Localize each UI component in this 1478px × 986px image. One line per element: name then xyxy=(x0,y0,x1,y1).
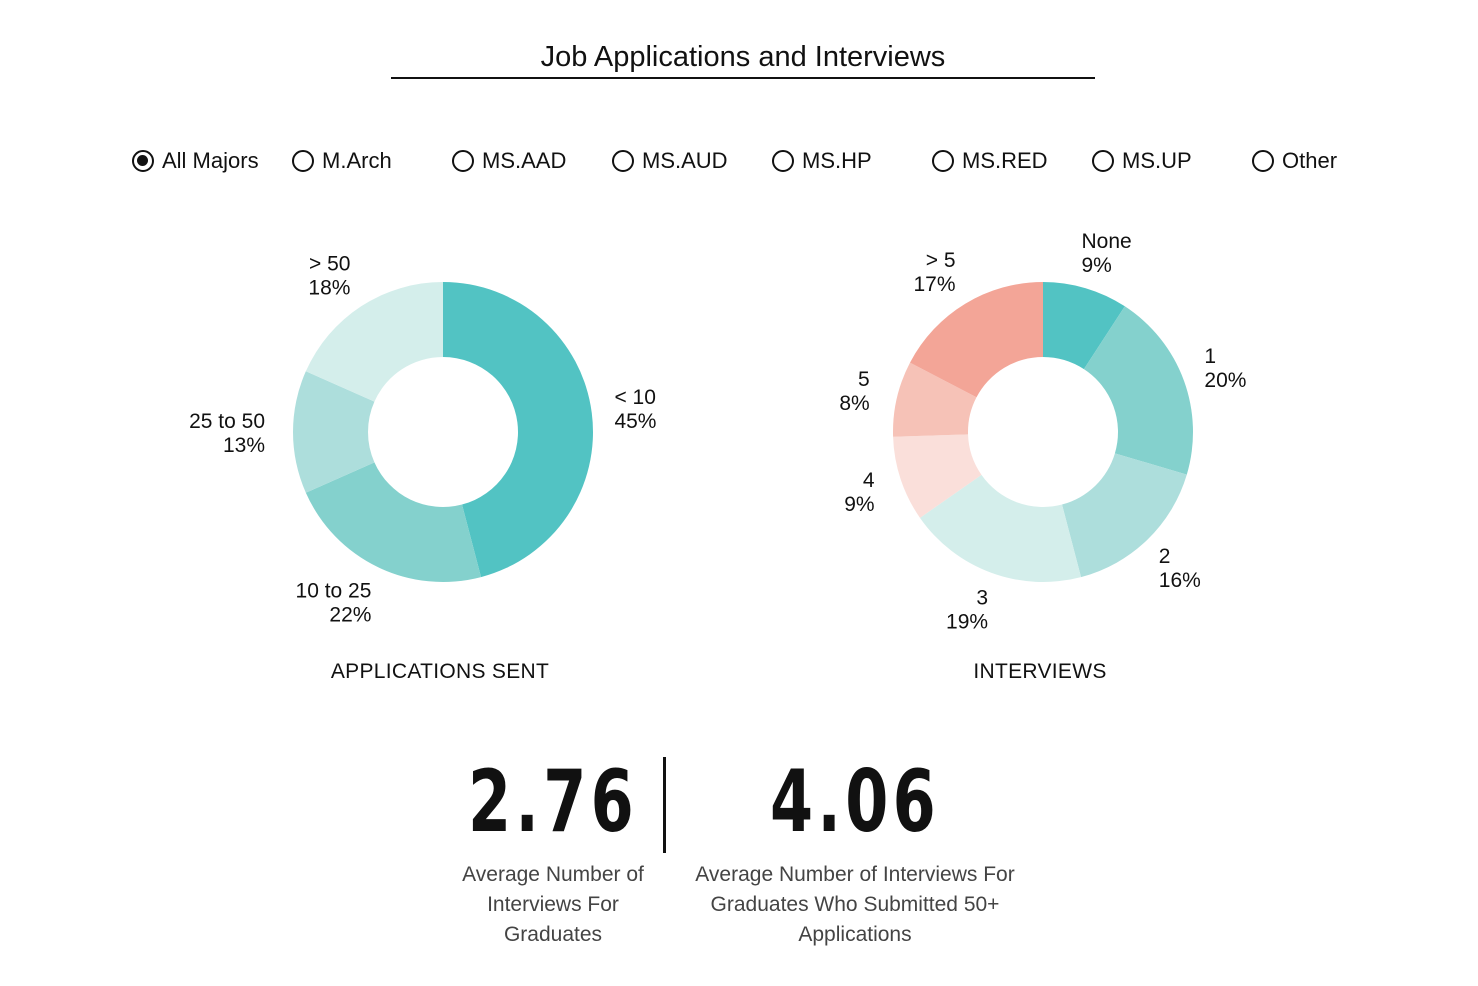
avg-interviews-description: Average Number of Interviews For Graduat… xyxy=(433,860,673,950)
slice-category-label: 25 to 50 xyxy=(189,410,265,433)
description-line: Graduates Who Submitted 50+ xyxy=(710,893,1000,916)
donut-slice-10-to-25 xyxy=(305,462,482,582)
slice-category-label: > 5 xyxy=(926,249,956,272)
filter-label: MS.AUD xyxy=(642,148,728,173)
donut-slice-3 xyxy=(919,474,1082,583)
donut-slice-25-to-50 xyxy=(293,371,375,493)
description-line: Graduates xyxy=(503,923,603,946)
slice-percent-label: 9% xyxy=(844,493,874,516)
page-title: Job Applications and Interviews xyxy=(540,41,946,73)
slice-percent-label: 16% xyxy=(1159,569,1201,592)
donut-slice-2 xyxy=(1062,453,1187,578)
slice-percent-label: 13% xyxy=(223,434,265,457)
avg-interviews-50plus-description: Average Number of Interviews For Graduat… xyxy=(665,860,1045,950)
slice-category-label: < 10 xyxy=(614,386,655,409)
donut-slice-none xyxy=(1043,282,1125,370)
slice-label-10: < 10 45% xyxy=(614,386,656,433)
radio-unselected-icon xyxy=(612,150,634,172)
slice-percent-label: 9% xyxy=(1081,254,1111,277)
title-underline xyxy=(391,77,1095,79)
filter-radio-other[interactable]: Other xyxy=(1252,146,1337,176)
slice-category-label: 5 xyxy=(858,368,870,391)
slice-percent-label: 18% xyxy=(308,276,350,299)
filter-radio-march[interactable]: M.Arch xyxy=(292,146,392,176)
slice-label-3: 3 19% xyxy=(946,586,988,633)
slice-label-2: 2 16% xyxy=(1159,545,1201,592)
slice-percent-label: 22% xyxy=(329,603,371,626)
slice-percent-label: 17% xyxy=(914,273,956,296)
filter-radio-msaad[interactable]: MS.AAD xyxy=(452,146,566,176)
donut-slice-4 xyxy=(893,434,982,518)
slice-label-none: None 9% xyxy=(1081,230,1131,277)
filter-label: MS.HP xyxy=(802,148,872,173)
description-line: Average Number of Interviews For xyxy=(695,863,1015,886)
filter-radio-msup[interactable]: MS.UP xyxy=(1092,146,1192,176)
radio-selected-icon xyxy=(132,150,154,172)
slice-label-1: 1 20% xyxy=(1204,345,1246,392)
slice-label-10-to-25: 10 to 25 22% xyxy=(296,579,372,626)
radio-unselected-icon xyxy=(292,150,314,172)
description-line: Interviews For xyxy=(487,893,619,916)
slice-category-label: 10 to 25 xyxy=(296,579,372,602)
radio-unselected-icon xyxy=(452,150,474,172)
donut-slice-1 xyxy=(1083,306,1193,475)
applications-chart-caption: APPLICATIONS SENT xyxy=(330,660,550,683)
filter-label: Other xyxy=(1282,148,1338,173)
radio-unselected-icon xyxy=(1252,150,1274,172)
stat-divider xyxy=(663,757,666,853)
slice-category-label: 2 xyxy=(1159,545,1171,568)
radio-unselected-icon xyxy=(1092,150,1114,172)
radio-unselected-icon xyxy=(932,150,954,172)
description-line: Applications xyxy=(798,923,912,946)
slice-label-5: > 5 17% xyxy=(914,249,956,296)
slice-category-label: 3 xyxy=(976,586,988,609)
filter-radio-all-majors[interactable]: All Majors xyxy=(132,146,259,176)
filter-radio-msaud[interactable]: MS.AUD xyxy=(612,146,728,176)
slice-percent-label: 8% xyxy=(839,392,869,415)
avg-interviews-50plus-value: 4.06 xyxy=(769,752,941,852)
slice-percent-label: 45% xyxy=(614,410,656,433)
slice-percent-label: 19% xyxy=(946,610,988,633)
filter-radio-mshp[interactable]: MS.HP xyxy=(772,146,872,176)
filter-radio-msred[interactable]: MS.RED xyxy=(932,146,1048,176)
slice-category-label: > 50 xyxy=(309,252,350,275)
donut-slice-50 xyxy=(305,282,443,402)
filter-label: MS.RED xyxy=(962,148,1048,173)
donut-slice-5 xyxy=(910,282,1043,398)
donut-slice-5 xyxy=(893,362,977,437)
slice-label-4: 4 9% xyxy=(844,469,875,516)
slice-category-label: 4 xyxy=(863,469,875,492)
slice-label-25-to-50: 25 to 50 13% xyxy=(189,410,265,457)
filter-label: MS.UP xyxy=(1122,148,1192,173)
donut-slice-10 xyxy=(443,282,594,578)
interviews-donut-chart: None 9%1 20%2 16%3 19%4 9%5 8%> 5 17% xyxy=(839,230,1246,634)
radio-unselected-icon xyxy=(772,150,794,172)
filter-label: M.Arch xyxy=(322,148,392,173)
applications-donut-chart: < 10 45% 10 to 25 22% 25 to 50 13% > 50 18% xyxy=(189,252,656,626)
interviews-chart-caption: INTERVIEWS xyxy=(973,660,1107,683)
slice-category-label: None xyxy=(1081,230,1131,253)
avg-interviews-value: 2.76 xyxy=(467,752,639,852)
slice-percent-label: 20% xyxy=(1204,369,1246,392)
slice-label-50: > 50 18% xyxy=(308,252,350,299)
slice-label-5: 5 8% xyxy=(839,368,869,415)
filter-label: MS.AAD xyxy=(482,148,567,173)
slice-category-label: 1 xyxy=(1204,345,1216,368)
filter-label: All Majors xyxy=(162,148,259,173)
description-line: Average Number of xyxy=(462,863,644,886)
